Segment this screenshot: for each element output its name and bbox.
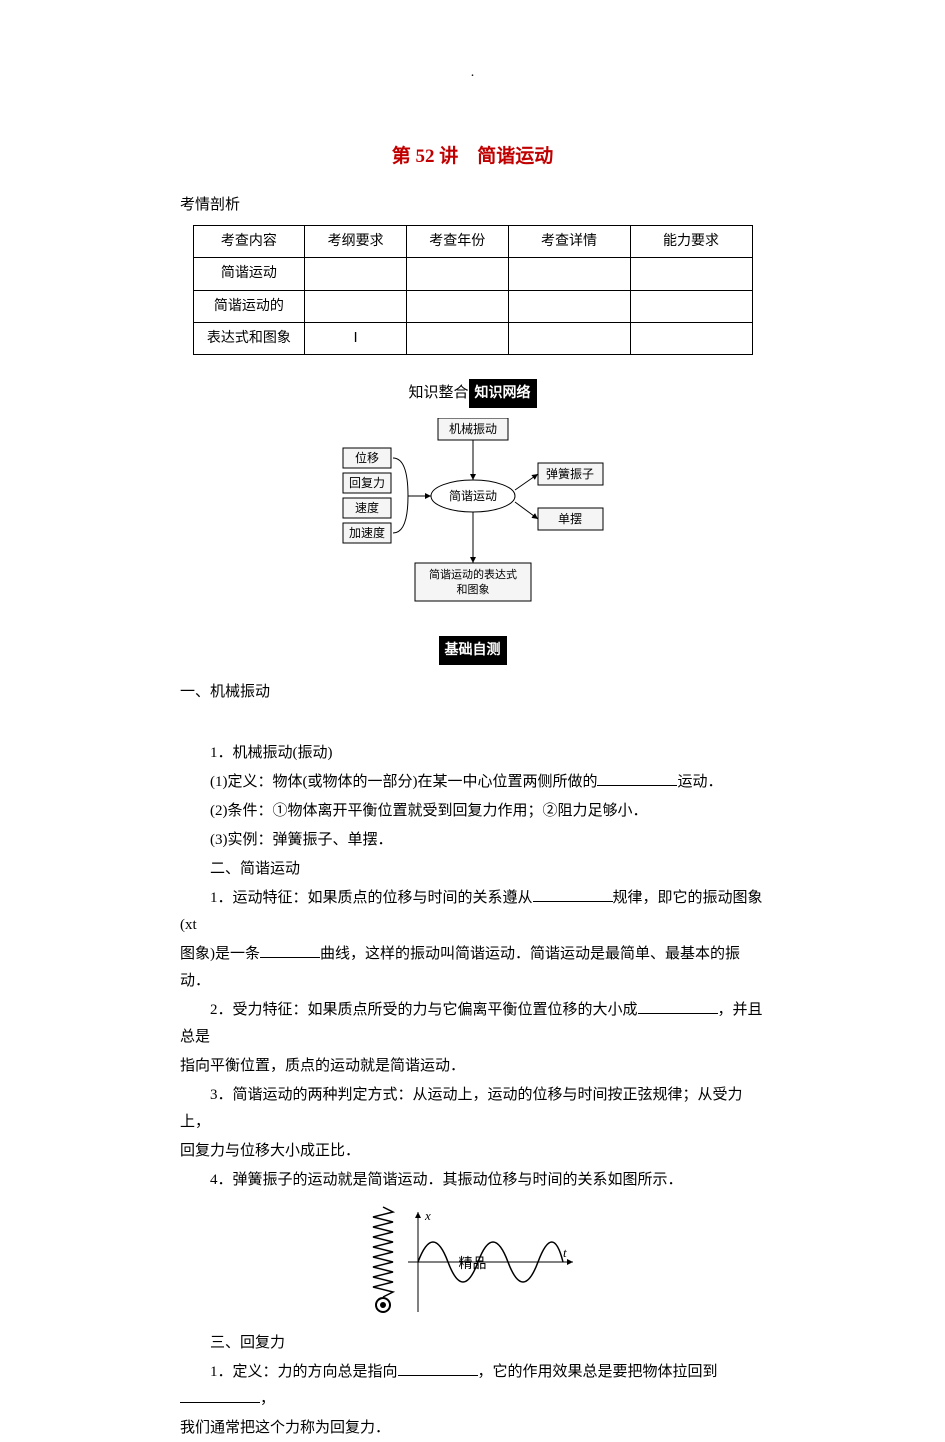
knowledge-prefix: 知识整合 <box>408 385 468 401</box>
p11: 4．弹簧振子的运动就是简谐运动．其振动位移与时间的关系如图所示． <box>180 1167 765 1194</box>
heading-3: 三、回复力 <box>180 1330 765 1357</box>
table-row: 表达式和图象 Ⅰ <box>193 322 752 354</box>
table-row: 简谐运动 <box>193 258 752 290</box>
svg-text:简谐运动的表达式: 简谐运动的表达式 <box>429 567 517 581</box>
heading-1: 一、机械振动 <box>180 679 765 706</box>
blank <box>260 943 320 958</box>
cell <box>630 322 752 354</box>
p12: 1．定义：力的方向总是指向，它的作用效果总是要把物体拉回到， <box>180 1359 765 1413</box>
svg-text:回复力: 回复力 <box>348 476 384 490</box>
p4: (3)实例：弹簧振子、单摆． <box>180 827 765 854</box>
blank <box>533 887 613 902</box>
blank <box>597 771 677 786</box>
cell <box>406 322 508 354</box>
p10: 回复力与位移大小成正比． <box>180 1138 765 1165</box>
svg-text:和图象: 和图象 <box>456 583 489 596</box>
svg-text:速度: 速度 <box>354 500 378 515</box>
cell: 简谐运动的 <box>193 290 305 322</box>
knowledge-header: 知识整合知识网络 <box>180 379 765 408</box>
cell: Ⅰ <box>305 322 407 354</box>
p6: 图象)是一条曲线，这样的振动叫简谐运动．简谐运动是最简单、最基本的振动． <box>180 941 765 995</box>
p8: 指向平衡位置，质点的运动就是简谐运动． <box>180 1053 765 1080</box>
exam-table: 考查内容 考纲要求 考查年份 考查详情 能力要求 简谐运动 简谐运动的 表达式和… <box>193 225 753 355</box>
heading-2: 二、简谐运动 <box>180 856 765 883</box>
network-badge: 知识网络 <box>469 379 537 408</box>
self-test-badge: 基础自测 <box>439 636 507 665</box>
th-detail: 考查详情 <box>508 226 630 258</box>
blank <box>180 1388 260 1403</box>
p1: 1．机械振动(振动) <box>180 740 765 767</box>
blank <box>638 999 718 1014</box>
cell <box>508 258 630 290</box>
blank <box>398 1361 478 1376</box>
p9: 3．简谐运动的两种判定方式：从运动上，运动的位移与时间按正弦规律；从受力上， <box>180 1082 765 1136</box>
cell <box>406 258 508 290</box>
th-content: 考查内容 <box>193 226 305 258</box>
left-stack: 位移 回复力 速度 加速度 <box>343 448 391 543</box>
th-ability: 能力要求 <box>630 226 752 258</box>
cell <box>630 258 752 290</box>
p2: (1)定义：物体(或物体的一部分)在某一中心位置两侧所做的运动． <box>180 769 765 796</box>
cell <box>305 290 407 322</box>
cell <box>630 290 752 322</box>
svg-text:x: x <box>424 1208 431 1223</box>
svg-text:加速度: 加速度 <box>348 525 384 540</box>
concept-map: 机械振动 简谐运动 位移 回复力 速度 加速度 弹簧振子 单摆 简谐运动的表 <box>313 418 633 628</box>
node-center: 简谐运动 <box>448 489 496 503</box>
content-area: 第 52 讲 简谐运动 考情剖析 考查内容 考纲要求 考查年份 考查详情 能力要… <box>0 0 945 1442</box>
analysis-label: 考情剖析 <box>180 192 765 219</box>
table-row: 考查内容 考纲要求 考查年份 考查详情 能力要求 <box>193 226 752 258</box>
p7: 2．受力特征：如果质点所受的力与它偏离平衡位置位移的大小成，并且总是 <box>180 997 765 1051</box>
node-top: 机械振动 <box>448 421 496 436</box>
svg-text:位移: 位移 <box>354 450 378 465</box>
cell <box>508 322 630 354</box>
svg-text:单摆: 单摆 <box>557 512 581 526</box>
page-marker: . <box>471 60 475 85</box>
cell: 表达式和图象 <box>193 322 305 354</box>
th-year: 考查年份 <box>406 226 508 258</box>
th-requirement: 考纲要求 <box>305 226 407 258</box>
table-row: 简谐运动的 <box>193 290 752 322</box>
p13: 我们通常把这个力称为回复力． <box>180 1415 765 1442</box>
cell: 简谐运动 <box>193 258 305 290</box>
page-footer: 精品 <box>0 1252 945 1277</box>
page-title: 第 52 讲 简谐运动 <box>180 140 765 174</box>
cell <box>305 258 407 290</box>
self-test-badge-wrap: 基础自测 <box>180 636 765 665</box>
cell <box>406 290 508 322</box>
p5: 1．运动特征：如果质点的位移与时间的关系遵从规律，即它的振动图象(x­t <box>180 885 765 939</box>
p3: (2)条件：①物体离开平衡位置就受到回复力作用；②阻力足够小． <box>180 798 765 825</box>
cell <box>508 290 630 322</box>
svg-text:弹簧振子: 弹簧振子 <box>545 466 593 481</box>
